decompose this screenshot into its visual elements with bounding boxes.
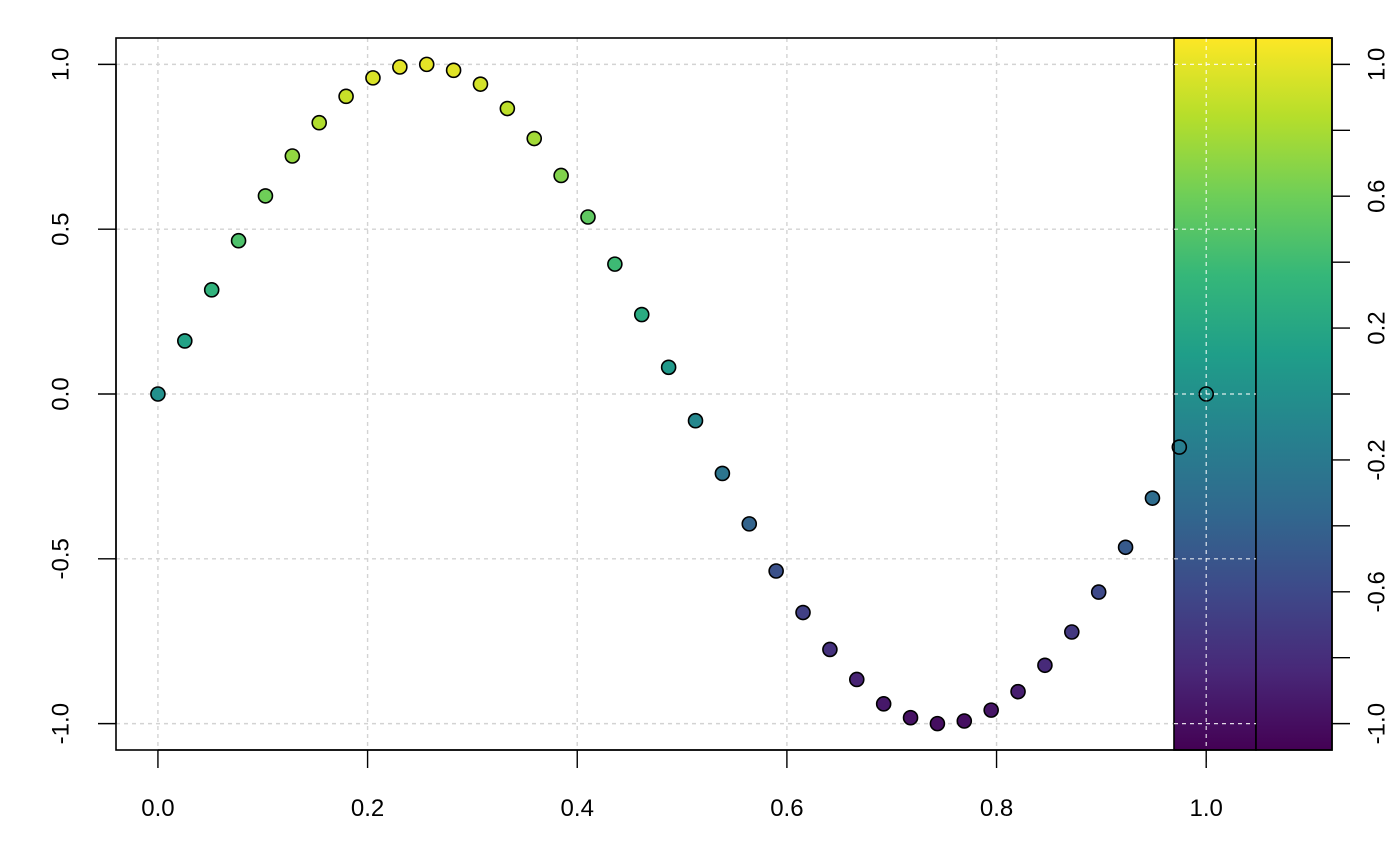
data-point [499,100,516,117]
data-point [150,386,166,402]
data-point [230,232,247,249]
data-point [203,282,220,298]
x-axis: 0.0 0.2 0.4 0.6 0.8 1.0 [141,749,1223,822]
data-point [1171,439,1188,455]
data-point [1090,584,1107,600]
data-point [714,465,731,482]
data-point [1064,624,1080,640]
data-point [822,641,838,658]
data-point [580,209,596,225]
data-point [633,306,650,323]
data-point [1144,490,1161,506]
colorbar-tick-label: -0.2 [1363,439,1390,480]
colorbar [1173,37,1333,751]
data-point [1198,386,1215,402]
data-point [445,62,462,79]
data-point [768,563,784,579]
data-point [956,713,973,729]
data-point [257,188,274,204]
data-point [902,709,919,726]
data-point [526,130,543,147]
data-point [311,114,328,131]
data-point [741,516,758,532]
colorbar-tick-label: 0.2 [1363,311,1390,344]
data-point [472,76,489,92]
data-point [660,359,677,376]
data-point [1010,683,1026,700]
y-axis: -1.0 -0.5 0.0 0.5 1.0 [47,48,117,744]
colorbar-tick-label: 1.0 [1363,48,1390,81]
data-point [983,702,999,718]
x-tick-label: 0.0 [141,795,174,822]
data-point [284,148,301,164]
data-point [929,715,946,732]
y-tick-label: 0.0 [47,377,74,410]
data-point [177,333,193,349]
data-point [553,167,569,184]
data-point [607,256,623,272]
y-tick-label: 0.5 [47,212,74,245]
colorbar-ticks: -1.0 -0.6 -0.2 0.2 0.6 1.0 [1332,48,1390,744]
y-tick-label: -0.5 [47,538,74,579]
data-point [418,56,435,73]
colorbar-tick-label: 0.6 [1363,180,1390,213]
x-tick-label: 0.8 [980,795,1013,822]
data-point [795,604,811,621]
grid-lines [116,38,1332,750]
data-point [875,696,892,712]
y-tick-label: 1.0 [47,48,74,81]
x-tick-label: 0.2 [351,795,384,822]
x-tick-label: 0.4 [561,795,594,822]
data-points [150,56,1215,732]
data-point [848,671,865,688]
data-point [365,70,381,86]
y-tick-label: -1.0 [47,703,74,744]
colorbar-strip-right [1255,37,1333,751]
colorbar-tick-label: -0.6 [1363,571,1390,612]
colorbar-tick-label: -1.0 [1363,703,1390,744]
x-tick-label: 1.0 [1190,795,1223,822]
data-point [1037,657,1053,674]
data-point [1117,539,1134,556]
x-tick-label: 0.6 [770,795,803,822]
data-point [338,88,354,105]
data-point [687,412,704,429]
data-point [392,59,408,75]
